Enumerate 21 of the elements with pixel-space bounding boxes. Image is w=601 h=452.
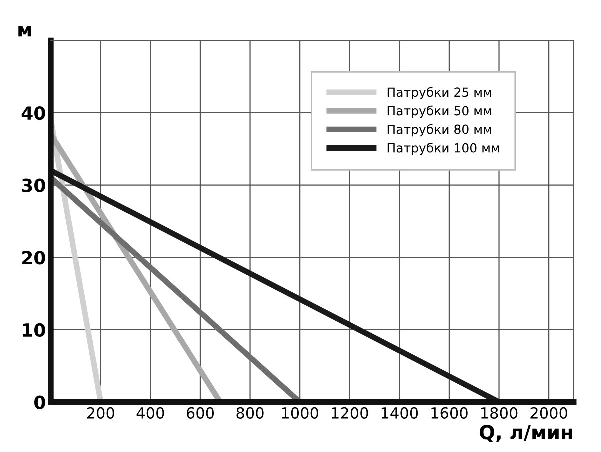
y-tick-label: 0 bbox=[34, 396, 46, 410]
legend-label: Патрубки 25 мм bbox=[388, 87, 492, 100]
y-tick-label: 10 bbox=[23, 323, 46, 338]
x-tick-label: 600 bbox=[186, 407, 214, 419]
x-tick-label: 800 bbox=[236, 407, 264, 419]
legend-label: Патрубки 80 мм bbox=[388, 124, 492, 137]
x-tick-label: 1200 bbox=[332, 407, 368, 419]
x-tick-label: 200 bbox=[87, 407, 114, 419]
x-tick-label: 1400 bbox=[382, 407, 418, 419]
y-tick-label: 30 bbox=[22, 178, 46, 192]
x-tick-label: 1600 bbox=[432, 407, 468, 419]
x-tick-label: 2000 bbox=[530, 407, 568, 419]
y-axis-title: м bbox=[18, 26, 32, 37]
x-tick-label: 1800 bbox=[481, 407, 518, 419]
x-tick-label: 1000 bbox=[282, 407, 318, 419]
x-axis-title: Q, л/мин bbox=[480, 425, 572, 442]
legend-label: Патрубки 50 мм bbox=[388, 106, 492, 118]
y-tick-label: 40 bbox=[22, 106, 46, 120]
legend-label: Патрубки 100 мм bbox=[388, 142, 500, 156]
x-tick-label: 400 bbox=[136, 407, 164, 419]
y-tick-label: 20 bbox=[22, 251, 46, 265]
